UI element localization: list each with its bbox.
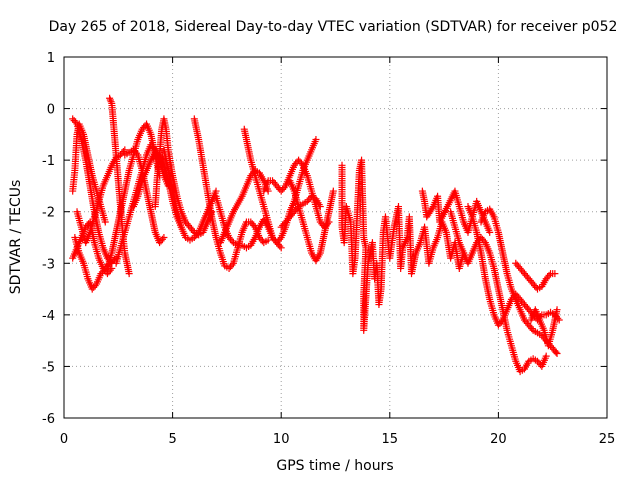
y-tick-label: -6 — [42, 412, 55, 427]
y-tick-label: -2 — [42, 206, 55, 221]
data-point — [193, 230, 201, 238]
data-point — [542, 352, 550, 360]
series-track-25 — [512, 259, 559, 293]
data-point — [158, 235, 166, 243]
series-track-23 — [464, 203, 563, 329]
series-track-19 — [277, 192, 324, 231]
x-tick-label: 15 — [382, 432, 399, 447]
series-track-05 — [69, 218, 116, 278]
x-tick-label: 10 — [273, 432, 290, 447]
y-tick-label: 1 — [47, 51, 55, 66]
data-point — [119, 148, 127, 156]
y-tick-label: -4 — [42, 309, 55, 324]
x-tick-label: 20 — [490, 432, 507, 447]
data-point — [277, 244, 285, 252]
data-point — [264, 236, 272, 244]
data-point — [101, 218, 109, 226]
data-point — [276, 235, 284, 243]
data-point — [189, 227, 197, 235]
y-tick-label: -5 — [42, 360, 55, 375]
series-track-13 — [190, 115, 272, 272]
data-point — [297, 160, 305, 168]
x-axis-label: GPS time / hours — [276, 458, 393, 474]
data-point — [528, 325, 536, 333]
series-track-12 — [160, 146, 220, 244]
data-point — [553, 306, 561, 314]
series-track-20 — [338, 156, 468, 334]
data-point — [280, 184, 288, 192]
x-tick-label: 25 — [599, 432, 616, 447]
data-point — [312, 136, 320, 144]
plot-frame — [63, 56, 608, 419]
y-tick-label: -3 — [42, 257, 55, 272]
data-points — [69, 94, 563, 376]
data-point — [125, 270, 133, 278]
data-point — [72, 118, 80, 126]
data-point — [316, 203, 324, 211]
y-tick-label: 0 — [47, 103, 55, 118]
data-point — [293, 204, 301, 212]
data-point — [132, 149, 140, 157]
data-point — [553, 350, 561, 358]
series-track-26 — [527, 306, 561, 350]
data-point — [91, 282, 99, 290]
series-track-18 — [286, 177, 337, 265]
data-point — [150, 144, 158, 152]
data-point — [486, 228, 494, 236]
data-point — [497, 318, 505, 326]
chart-title: Day 265 of 2018, Sidereal Day-to-day VTE… — [49, 19, 618, 35]
data-point — [552, 348, 560, 356]
x-tick-label: 0 — [60, 432, 68, 447]
data-point — [160, 234, 168, 241]
data-point — [551, 270, 559, 278]
series-track-07 — [103, 120, 164, 272]
y-tick-label: -1 — [42, 154, 55, 169]
data-point — [428, 204, 436, 212]
y-axis-label: SDTVAR / TECUs — [8, 180, 24, 295]
data-point — [228, 237, 236, 245]
data-point — [106, 96, 114, 104]
data-point — [107, 98, 115, 106]
data-point — [329, 187, 337, 195]
data-point — [106, 94, 114, 102]
data-point — [545, 271, 553, 279]
data-point — [250, 221, 258, 229]
x-tick-label: 5 — [168, 432, 176, 447]
series-track-01 — [69, 120, 109, 226]
data-point — [228, 261, 236, 269]
